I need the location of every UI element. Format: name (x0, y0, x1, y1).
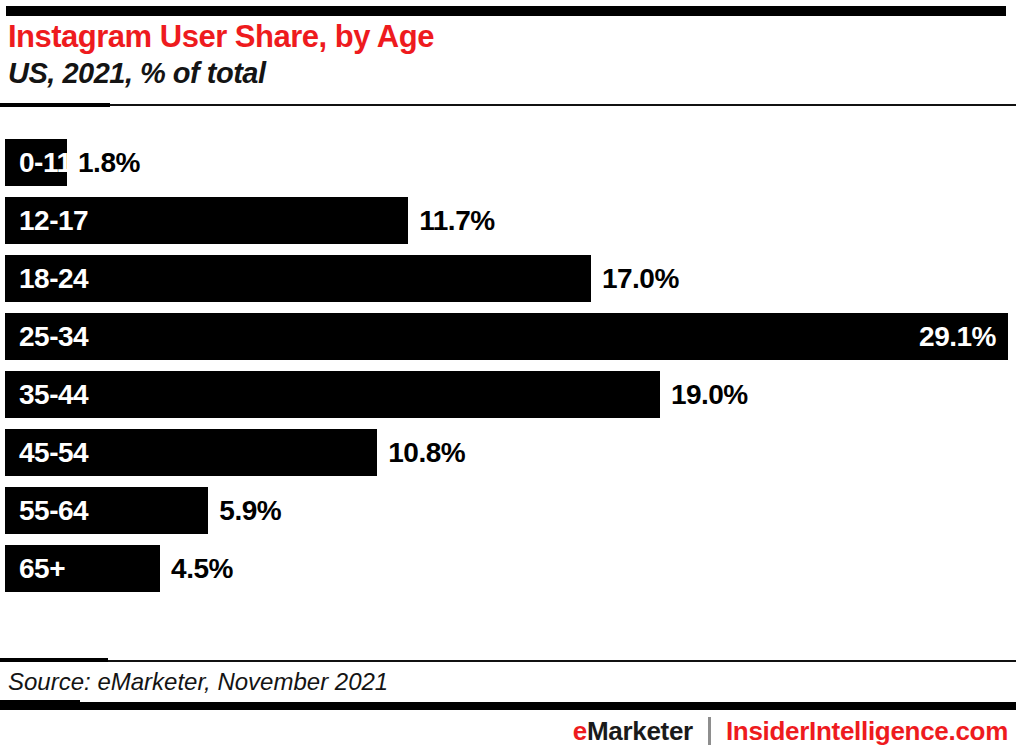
bar-0-11: 0-11 (5, 139, 67, 186)
bar-25-34: 25-34 29.1% (5, 313, 1008, 360)
bar-45-54: 45-54 (5, 429, 377, 476)
emarketer-logo: eMarketer (573, 716, 693, 747)
chart-subtitle: US, 2021, % of total (8, 57, 266, 90)
bar-category-label: 0-11 (19, 147, 72, 179)
bar-chart: 0-111.8%12-1711.7%18-2417.0%25-3429.1%35… (5, 139, 1008, 603)
bar-value-label: 10.8% (388, 437, 465, 469)
bar-value-label: 29.1% (919, 321, 996, 353)
bar-value-label: 17.0% (602, 263, 679, 295)
bar-category-label: 18-24 (19, 263, 88, 295)
bar-category-label: 12-17 (19, 205, 88, 237)
emarketer-logo-e: e (573, 716, 587, 746)
bottom-accent-bar-left (0, 700, 80, 710)
bar-18-24: 18-24 (5, 255, 591, 302)
bar-35-44: 35-44 (5, 371, 660, 418)
bar-category-label: 65+ (19, 553, 65, 585)
bar-category-label: 45-54 (19, 437, 88, 469)
bar-row: 25-34 29.1% (5, 313, 1008, 360)
bar-category-label: 55-64 (19, 495, 88, 527)
emarketer-logo-rest: Marketer (587, 716, 693, 746)
bar-value-label: 19.0% (671, 379, 748, 411)
bar-row: 35-44 19.0% (5, 371, 1008, 418)
bar-category-label: 35-44 (19, 379, 88, 411)
bar-65+: 65+ (5, 545, 160, 592)
bar-row: 45-54 10.8% (5, 429, 1008, 476)
bar-category-label: 25-34 (19, 321, 88, 353)
header-divider-accent (0, 103, 110, 107)
top-accent-bar (6, 6, 1006, 16)
bar-row: 65+ 4.5% (5, 545, 1008, 592)
bar-value-label: 4.5% (171, 553, 233, 585)
bar-value-label: 11.7% (419, 205, 494, 237)
bottom-accent-bar (0, 702, 1016, 710)
bar-55-64: 55-64 (5, 487, 208, 534)
bar-row: 0-111.8% (5, 139, 1008, 186)
bar-row: 55-64 5.9% (5, 487, 1008, 534)
bar-rows: 0-111.8%12-1711.7%18-2417.0%25-3429.1%35… (5, 139, 1008, 592)
brand-separator (708, 717, 711, 745)
insider-intelligence-link: InsiderIntelligence.com (726, 716, 1008, 747)
brand-footer: eMarketer InsiderIntelligence.com (573, 713, 1008, 749)
bar-row: 12-17 11.7% (5, 197, 1008, 244)
bar-value-label: 5.9% (219, 495, 281, 527)
source-note: Source: eMarketer, November 2021 (8, 668, 388, 696)
header-divider (0, 104, 1016, 106)
footer-divider-accent (0, 658, 108, 662)
bar-row: 18-24 17.0% (5, 255, 1008, 302)
footer-divider (0, 660, 1016, 662)
chart-title: Instagram User Share, by Age (8, 19, 434, 55)
bar-value-label: 1.8% (78, 147, 140, 179)
bar-12-17: 12-17 (5, 197, 408, 244)
